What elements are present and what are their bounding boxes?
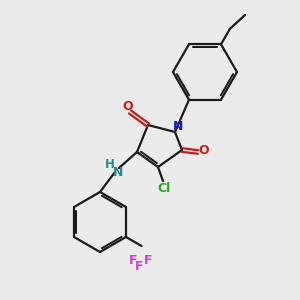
Text: O: O (199, 145, 209, 158)
Text: N: N (173, 121, 183, 134)
Text: O: O (123, 100, 133, 113)
Text: F: F (144, 254, 153, 266)
Text: F: F (129, 254, 138, 266)
Text: H: H (105, 158, 115, 172)
Text: Cl: Cl (158, 182, 171, 194)
Text: N: N (113, 166, 123, 178)
Text: F: F (135, 260, 144, 274)
